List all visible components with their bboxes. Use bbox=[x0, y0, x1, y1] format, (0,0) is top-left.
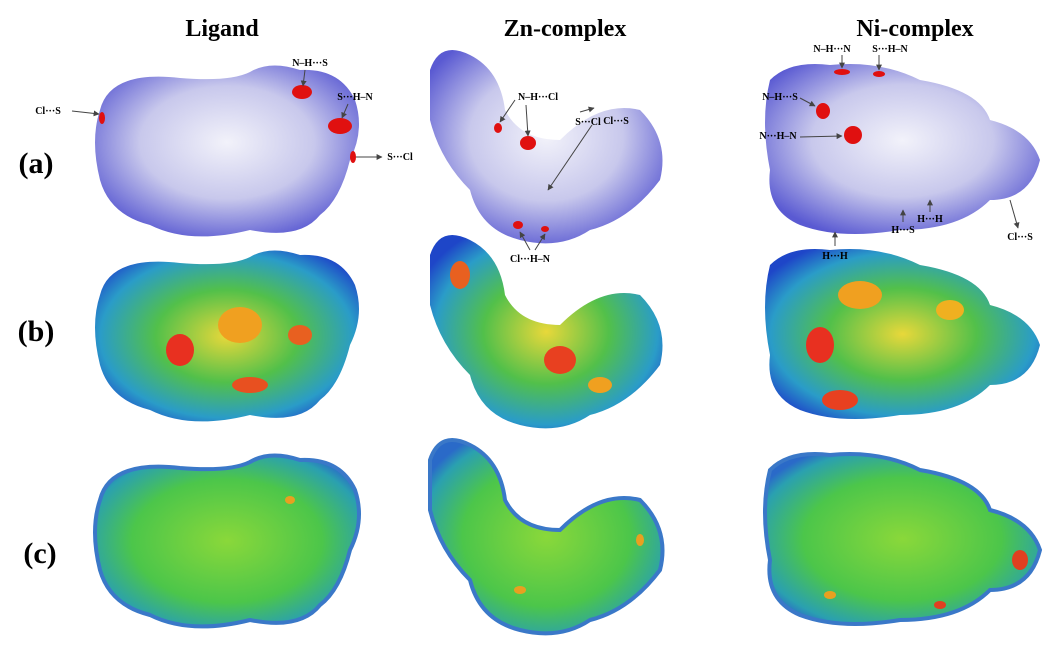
row-label: (a) bbox=[19, 147, 54, 180]
surface bbox=[430, 50, 663, 243]
annotation: Cl···S bbox=[603, 116, 629, 127]
surface bbox=[430, 440, 663, 633]
annotation: N···H–N bbox=[759, 131, 797, 142]
annotation: S···Cl bbox=[387, 152, 413, 163]
annotation: N–H···S bbox=[762, 92, 798, 103]
surface bbox=[765, 454, 1040, 624]
annotation: S···H–N bbox=[337, 92, 373, 103]
row-b-surfaces bbox=[95, 235, 1040, 428]
row-a-surfaces bbox=[95, 50, 1040, 243]
surface bbox=[765, 249, 1040, 419]
annotation: H···S bbox=[891, 225, 915, 236]
annotation: H···H bbox=[822, 251, 848, 262]
annotation: N–H···S bbox=[292, 58, 328, 69]
annotation: Cl···S bbox=[35, 106, 61, 117]
row-label: (c) bbox=[23, 537, 56, 570]
column-header: Ligand bbox=[185, 16, 259, 42]
row-label: (b) bbox=[18, 315, 55, 348]
column-header: Zn-complex bbox=[504, 16, 627, 42]
annotation: Cl···S bbox=[1007, 232, 1033, 243]
annotation: Cl···H–N bbox=[510, 254, 551, 265]
row-c-surfaces bbox=[95, 440, 1040, 633]
annotation: N–H···N bbox=[813, 44, 851, 55]
annotation: N–H···Cl bbox=[518, 92, 558, 103]
column-header: Ni-complex bbox=[856, 16, 973, 42]
surface bbox=[95, 455, 359, 626]
surface bbox=[95, 65, 359, 236]
annotation: H···H bbox=[917, 214, 943, 225]
annotation: S···Cl bbox=[575, 117, 601, 128]
surface bbox=[765, 64, 1040, 234]
figure: Ligand Zn-complex Ni-complex (a) (b) (c) bbox=[0, 0, 1054, 649]
annotation: S···H–N bbox=[872, 44, 908, 55]
